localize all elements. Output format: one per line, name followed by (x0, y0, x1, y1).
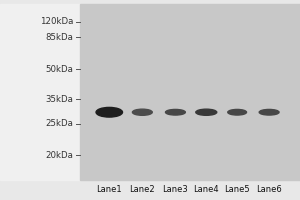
Ellipse shape (96, 107, 122, 117)
Text: Lane4: Lane4 (194, 186, 219, 194)
Text: 25kDa: 25kDa (45, 119, 73, 128)
Ellipse shape (259, 109, 279, 115)
Text: 120kDa: 120kDa (40, 17, 73, 26)
Ellipse shape (196, 109, 217, 115)
Text: Lane1: Lane1 (97, 186, 122, 194)
Text: Lane5: Lane5 (224, 186, 250, 194)
Ellipse shape (166, 109, 185, 115)
Bar (0, 4, 80, 180)
Text: 50kDa: 50kDa (45, 65, 73, 74)
Ellipse shape (132, 109, 152, 115)
Bar (80, 4, 300, 180)
Text: 85kDa: 85kDa (45, 33, 73, 42)
Text: Lane3: Lane3 (163, 186, 188, 194)
Ellipse shape (228, 109, 247, 115)
Text: Lane2: Lane2 (130, 186, 155, 194)
Text: 35kDa: 35kDa (45, 95, 73, 104)
Text: Lane6: Lane6 (256, 186, 282, 194)
Text: 20kDa: 20kDa (45, 151, 73, 160)
